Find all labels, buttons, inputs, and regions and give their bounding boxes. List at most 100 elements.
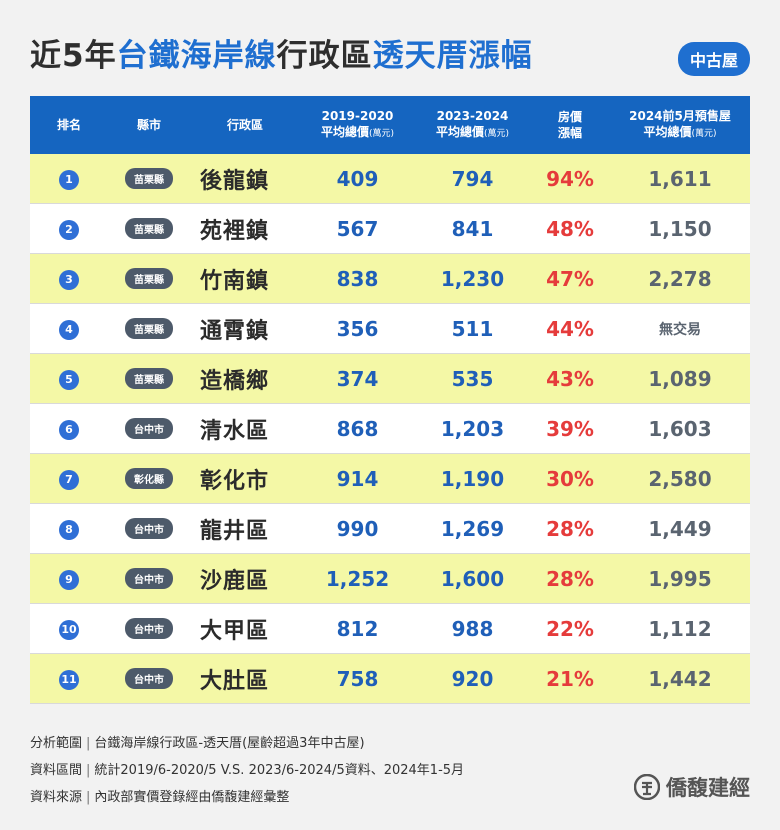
rank-cell: 10 [30,618,108,640]
change-cell: 44% [530,317,610,341]
rank-cell: 6 [30,418,108,440]
price-2019-value: 812 [336,616,379,641]
county-cell: 苗栗縣 [108,168,190,189]
county-cell: 苗栗縣 [108,218,190,239]
district-cell: 苑裡鎮 [190,213,300,245]
presale-cell: 1,603 [610,417,750,441]
district-cell: 清水區 [190,413,300,445]
price-2019-cell: 1,252 [300,567,415,591]
rank-cell: 11 [30,668,108,690]
rank-cell: 4 [30,318,108,340]
company-logo-icon [634,774,660,800]
county-tag: 苗栗縣 [125,318,173,339]
price-2019-value: 758 [336,666,379,691]
presale-value: 2,580 [648,466,712,491]
district-name: 苑裡鎮 [200,218,270,244]
price-2019-value: 409 [336,166,379,191]
price-2023-value: 794 [451,166,494,191]
price-2019-cell: 356 [300,317,415,341]
price-2023-value: 535 [451,366,494,391]
price-2023-value: 988 [451,616,494,641]
district-cell: 沙鹿區 [190,563,300,595]
district-cell: 通霄鎮 [190,313,300,345]
presale-value: 1,150 [648,216,712,241]
table-row: 5 苗栗縣 造橋鄉 374 535 43% 1,089 [30,354,750,404]
rank-badge: 11 [59,669,79,690]
table-row: 4 苗栗縣 通霄鎮 356 511 44% 無交易 [30,304,750,354]
price-2019-cell: 838 [300,267,415,291]
footnote-scope: 分析範圍 | 台鐵海岸線行政區-透天厝(屋齡超過3年中古屋) [30,736,365,751]
presale-cell: 無交易 [610,319,750,339]
header-district: 行政區 [226,118,263,132]
change-cell: 28% [530,517,610,541]
change-cell: 47% [530,267,610,291]
county-tag: 台中市 [125,618,173,639]
price-2023-cell: 1,269 [415,517,530,541]
price-2019-cell: 868 [300,417,415,441]
title-prefix: 近5年 [30,38,117,74]
presale-cell: 2,278 [610,267,750,291]
price-2019-cell: 409 [300,167,415,191]
footnotes: 分析範圍 | 台鐵海岸線行政區-透天厝(屋齡超過3年中古屋) 資料區間 | 統計2019… [30,730,464,811]
presale-value: 1,611 [648,166,712,191]
change-cell: 48% [530,217,610,241]
price-2023-cell: 535 [415,367,530,391]
table-row: 8 台中市 龍井區 990 1,269 28% 1,449 [30,504,750,554]
county-cell: 台中市 [108,568,190,589]
presale-cell: 2,580 [610,467,750,491]
price-2023-cell: 794 [415,167,530,191]
price-2023-value: 1,230 [440,266,505,291]
header-price-2019-line2: 平均總價 [320,125,369,139]
presale-cell: 1,150 [610,217,750,241]
county-tag: 台中市 [125,568,173,589]
header-county: 縣市 [136,118,161,132]
rank-cell: 7 [30,468,108,490]
change-value: 44% [546,316,594,341]
footnote-text: 台鐵海岸線行政區-透天厝(屋齡超過3年中古屋) [94,736,365,751]
price-2019-value: 914 [336,466,379,491]
table-row: 6 台中市 清水區 868 1,203 39% 1,603 [30,404,750,454]
presale-value: 1,449 [648,516,712,541]
price-2019-value: 990 [336,516,379,541]
change-value: 22% [546,616,594,641]
county-tag: 苗栗縣 [125,168,173,189]
district-cell: 龍井區 [190,513,300,545]
district-name: 沙鹿區 [200,568,270,594]
county-cell: 台中市 [108,418,190,439]
price-2019-value: 1,252 [325,566,390,591]
change-cell: 28% [530,567,610,591]
price-2023-cell: 920 [415,667,530,691]
rank-badge: 6 [59,419,79,440]
change-value: 28% [546,516,594,541]
county-cell: 台中市 [108,668,190,689]
district-name: 龍井區 [200,518,270,544]
change-value: 43% [546,366,594,391]
title-middle: 行政區 [276,38,373,74]
header-price-2019-line1: 2019-2020 [321,109,394,123]
header-price-2019: 2019-2020 平均總價(萬元) [300,108,415,142]
table-row: 9 台中市 沙鹿區 1,252 1,600 28% 1,995 [30,554,750,604]
rank-badge: 3 [59,269,79,290]
rank-badge: 8 [59,519,79,540]
table-row: 1 苗栗縣 後龍鎮 409 794 94% 1,611 [30,154,750,204]
district-name: 大肚區 [200,668,270,694]
change-value: 94% [546,166,594,191]
title-highlight-1: 台鐵海岸線 [116,38,277,74]
price-2019-cell: 758 [300,667,415,691]
presale-cell: 1,089 [610,367,750,391]
county-tag: 彰化縣 [125,468,173,489]
price-2019-cell: 374 [300,367,415,391]
change-value: 30% [546,466,594,491]
county-cell: 苗栗縣 [108,268,190,289]
district-cell: 彰化市 [190,463,300,495]
county-cell: 苗栗縣 [108,318,190,339]
rank-badge: 4 [59,319,79,340]
rank-badge: 5 [59,369,79,390]
presale-cell: 1,995 [610,567,750,591]
price-2019-value: 868 [336,416,379,441]
price-2023-cell: 1,600 [415,567,530,591]
header-price-2023-unit: (萬元) [483,129,510,139]
change-cell: 39% [530,417,610,441]
price-2023-value: 920 [451,666,494,691]
price-2019-value: 838 [336,266,379,291]
